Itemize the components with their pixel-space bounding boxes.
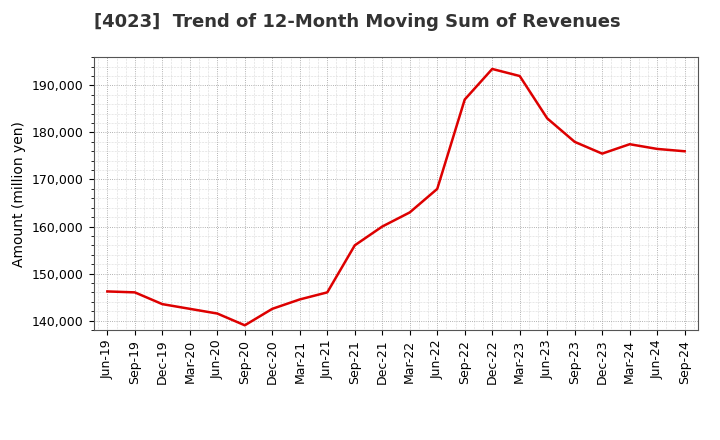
Y-axis label: Amount (million yen): Amount (million yen) bbox=[12, 121, 27, 267]
Text: [4023]  Trend of 12-Month Moving Sum of Revenues: [4023] Trend of 12-Month Moving Sum of R… bbox=[94, 13, 620, 31]
